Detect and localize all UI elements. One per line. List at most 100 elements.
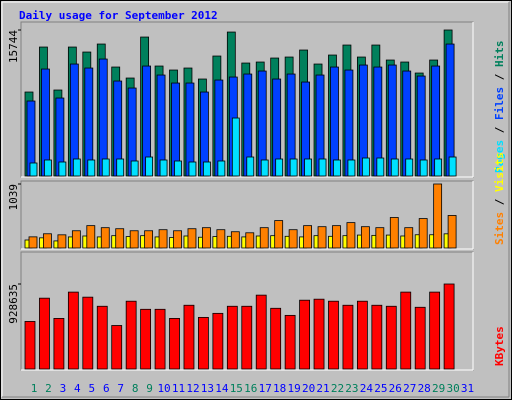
bar xyxy=(317,226,327,249)
bar xyxy=(173,230,182,249)
x-tick-label: 2 xyxy=(45,382,52,395)
legend-entry: Sites xyxy=(493,212,506,245)
bar xyxy=(100,227,110,249)
y-tick-label: 15744 xyxy=(7,30,20,63)
x-tick-label: 31 xyxy=(461,382,474,395)
bar xyxy=(434,158,443,177)
bar xyxy=(96,305,108,370)
bar xyxy=(111,325,123,370)
bar xyxy=(390,158,399,177)
bar xyxy=(202,227,211,249)
bar xyxy=(419,159,428,177)
bar xyxy=(433,183,443,249)
x-tick-label: 23 xyxy=(345,382,358,395)
bar xyxy=(226,305,238,370)
y-tick-label: 928635 xyxy=(7,284,20,324)
bar xyxy=(212,312,224,370)
x-tick-label: 27 xyxy=(403,382,416,395)
bar xyxy=(289,158,298,177)
bar xyxy=(346,222,356,249)
bar xyxy=(144,230,154,249)
bar xyxy=(255,294,267,370)
bar xyxy=(299,299,310,370)
x-tick-label: 8 xyxy=(132,382,139,395)
bar xyxy=(28,236,38,249)
bar xyxy=(145,156,154,177)
legend: KBytes xyxy=(493,326,506,366)
bar xyxy=(275,158,284,177)
bar xyxy=(304,158,312,177)
x-tick-label: 4 xyxy=(74,382,81,395)
bar xyxy=(58,161,67,177)
legend-separator: / xyxy=(493,120,506,140)
legend-separator: / xyxy=(493,192,506,212)
x-tick-label: 10 xyxy=(157,382,170,395)
bar xyxy=(125,300,137,370)
bar xyxy=(158,229,168,249)
x-tick-label: 25 xyxy=(374,382,387,395)
bar xyxy=(57,234,67,249)
bar xyxy=(389,217,399,249)
legend-entry: Pages xyxy=(493,140,506,173)
bar xyxy=(87,159,96,177)
x-tick-label: 3 xyxy=(60,382,67,395)
bar xyxy=(447,215,457,249)
x-tick-label: 21 xyxy=(316,382,329,395)
bar xyxy=(448,156,457,177)
legend-entry: Hits xyxy=(493,41,506,68)
bar xyxy=(361,157,370,177)
x-tick-label: 22 xyxy=(331,382,344,395)
x-tick-label: 12 xyxy=(186,382,199,395)
x-tick-label: 19 xyxy=(288,382,301,395)
legend-entry: Visits xyxy=(493,152,506,192)
bar xyxy=(246,156,255,177)
bar xyxy=(241,305,253,370)
bar xyxy=(231,117,240,177)
bar xyxy=(116,158,125,177)
legend: Pages / Files / Hits xyxy=(493,41,506,174)
bar xyxy=(414,306,426,370)
bar xyxy=(333,159,341,177)
x-tick-label: 20 xyxy=(302,382,315,395)
x-tick-label: 13 xyxy=(201,382,214,395)
bar xyxy=(159,159,168,177)
bar xyxy=(187,228,197,249)
bar xyxy=(270,307,282,370)
y-tick-label: 1039 xyxy=(7,184,20,211)
bar xyxy=(154,308,166,370)
bar xyxy=(371,304,383,370)
bar xyxy=(183,304,195,370)
bar xyxy=(188,161,197,177)
bar xyxy=(284,314,296,370)
bar xyxy=(245,232,255,249)
x-tick-label: 14 xyxy=(215,382,229,395)
x-tick-label: 7 xyxy=(117,382,124,395)
bar xyxy=(43,233,52,249)
bar xyxy=(169,318,180,370)
bar xyxy=(230,231,240,249)
bar xyxy=(203,161,211,177)
bar xyxy=(82,296,94,370)
bar xyxy=(405,158,414,177)
bar xyxy=(385,305,397,370)
bar xyxy=(356,300,368,370)
bar xyxy=(400,291,412,370)
bar xyxy=(313,298,325,370)
bar xyxy=(29,162,38,177)
x-tick-label: 28 xyxy=(418,382,431,395)
bar xyxy=(198,316,209,370)
bar xyxy=(86,225,96,249)
bar xyxy=(443,283,455,370)
bar xyxy=(332,225,341,249)
x-tick-label: 16 xyxy=(244,382,257,395)
legend-separator: / xyxy=(493,67,506,87)
bar xyxy=(260,159,269,177)
x-tick-label: 1 xyxy=(31,382,38,395)
bar xyxy=(259,227,269,249)
x-tick-label: 17 xyxy=(259,382,272,395)
bar xyxy=(129,230,139,249)
bar xyxy=(44,159,52,177)
bar xyxy=(418,218,428,249)
x-tick-label: 15 xyxy=(230,382,243,395)
bar xyxy=(98,58,108,177)
